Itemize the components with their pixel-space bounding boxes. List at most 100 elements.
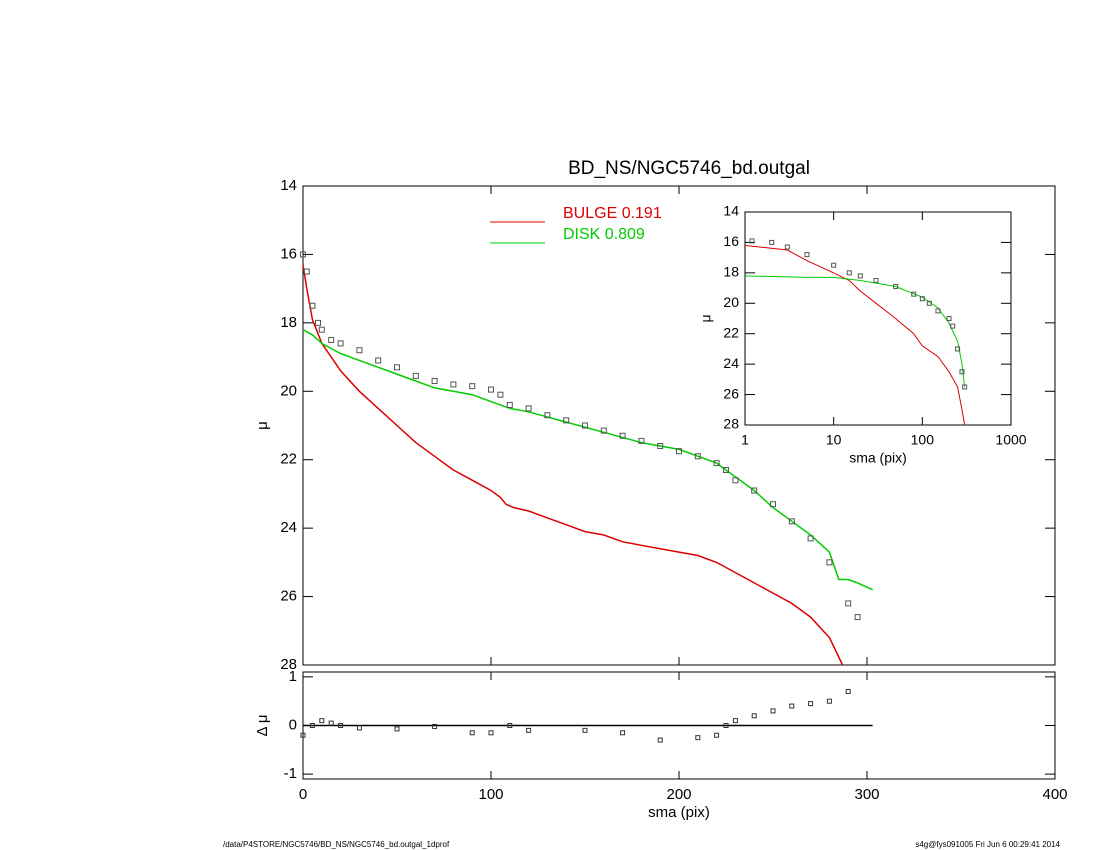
data-point bbox=[749, 238, 755, 244]
data-point bbox=[337, 340, 344, 347]
data-point bbox=[694, 453, 701, 460]
data-point bbox=[328, 336, 335, 343]
x-tick-label: 200 bbox=[666, 786, 691, 803]
data-point bbox=[563, 417, 570, 424]
data-point bbox=[962, 384, 968, 390]
data-point bbox=[394, 364, 400, 371]
data-point bbox=[394, 726, 400, 732]
y-tick-label: -1 bbox=[284, 765, 297, 782]
y-tick-label: 18 bbox=[280, 314, 297, 331]
data-point bbox=[300, 732, 306, 738]
legend-label: DISK 0.809 bbox=[563, 226, 645, 243]
y-tick-label: 20 bbox=[723, 294, 739, 310]
model-line bbox=[302, 264, 844, 666]
x-tick-label: 300 bbox=[854, 786, 879, 803]
y-tick-label: 20 bbox=[280, 382, 297, 399]
data-point bbox=[657, 737, 663, 743]
y-tick-label: 1 bbox=[289, 668, 297, 685]
y-tick-label: 14 bbox=[723, 203, 739, 219]
data-point bbox=[582, 422, 588, 429]
data-point bbox=[826, 698, 832, 704]
data-point bbox=[469, 383, 476, 390]
y-tick-label: 14 bbox=[280, 177, 297, 194]
data-point bbox=[638, 437, 645, 444]
data-point bbox=[784, 244, 790, 250]
data-point bbox=[935, 308, 941, 314]
data-point bbox=[488, 730, 494, 736]
data-point bbox=[318, 326, 325, 333]
data-point bbox=[946, 316, 952, 321]
y-tick-label: 28 bbox=[280, 656, 297, 673]
data-point bbox=[676, 448, 682, 455]
data-point bbox=[328, 720, 334, 726]
data-point bbox=[309, 302, 316, 309]
data-point bbox=[893, 284, 899, 290]
x-tick-label: 1000 bbox=[995, 432, 1026, 448]
data-point bbox=[769, 239, 775, 245]
data-point bbox=[854, 614, 861, 621]
x-tick-label: 10 bbox=[826, 432, 842, 448]
data-point bbox=[857, 273, 863, 279]
y-tick-label: 24 bbox=[723, 355, 739, 371]
y-tick-label: 22 bbox=[723, 324, 739, 340]
data-point bbox=[846, 270, 852, 276]
data-point bbox=[620, 730, 626, 736]
model-line bbox=[744, 245, 966, 426]
data-point bbox=[955, 346, 961, 352]
data-point bbox=[619, 432, 626, 439]
data-point bbox=[926, 300, 932, 306]
y-tick-label: 26 bbox=[723, 385, 739, 401]
data-point bbox=[804, 252, 810, 258]
data-point bbox=[315, 319, 322, 326]
data-point bbox=[319, 718, 325, 724]
y-axis-label: Δ μ bbox=[254, 714, 271, 736]
footer-left: /data/P4STORE/NGC5746/BD_NS/NGC5746_bd.o… bbox=[223, 840, 450, 849]
data-point bbox=[432, 723, 438, 729]
footer-right: s4g@fys091005 Fri Jun 6 00:29:41 2014 bbox=[915, 840, 1060, 849]
data-point bbox=[431, 378, 438, 385]
data-point bbox=[751, 713, 757, 719]
data-point bbox=[497, 391, 504, 398]
x-tick-label: 100 bbox=[478, 786, 503, 803]
data-point bbox=[751, 487, 758, 494]
data-point bbox=[695, 735, 701, 741]
data-point bbox=[911, 291, 917, 297]
x-tick-label: 0 bbox=[299, 786, 307, 803]
data-point bbox=[713, 460, 720, 467]
data-point bbox=[375, 357, 382, 364]
data-point bbox=[525, 405, 532, 412]
data-point bbox=[507, 723, 513, 728]
data-point bbox=[469, 730, 475, 736]
y-axis-label: μ bbox=[254, 421, 271, 430]
data-point bbox=[506, 401, 513, 408]
x-tick-label: 400 bbox=[1042, 786, 1067, 803]
data-point bbox=[732, 718, 738, 724]
y-tick-label: 26 bbox=[280, 588, 297, 605]
data-point bbox=[831, 262, 837, 268]
x-axis-label: sma (pix) bbox=[849, 450, 907, 466]
y-tick-label: 22 bbox=[280, 451, 297, 468]
data-point bbox=[657, 443, 664, 450]
model-line bbox=[744, 275, 966, 388]
y-tick-label: 16 bbox=[723, 233, 739, 249]
data-point bbox=[600, 427, 607, 434]
data-point bbox=[544, 412, 551, 419]
data-point bbox=[338, 723, 344, 728]
data-point bbox=[582, 727, 588, 733]
data-point bbox=[450, 381, 457, 388]
data-point bbox=[300, 251, 306, 258]
data-point bbox=[959, 369, 965, 375]
y-tick-label: 0 bbox=[289, 716, 297, 733]
data-point bbox=[919, 296, 925, 302]
y-axis-label: μ bbox=[698, 314, 714, 322]
data-point bbox=[789, 703, 795, 709]
plot-frame bbox=[744, 211, 1012, 426]
y-tick-label: 18 bbox=[723, 264, 739, 280]
data-point bbox=[845, 600, 852, 607]
data-point bbox=[526, 727, 532, 733]
model-line bbox=[302, 329, 873, 591]
data-point bbox=[488, 386, 494, 393]
y-tick-label: 24 bbox=[280, 519, 297, 536]
x-tick-label: 100 bbox=[911, 432, 935, 448]
